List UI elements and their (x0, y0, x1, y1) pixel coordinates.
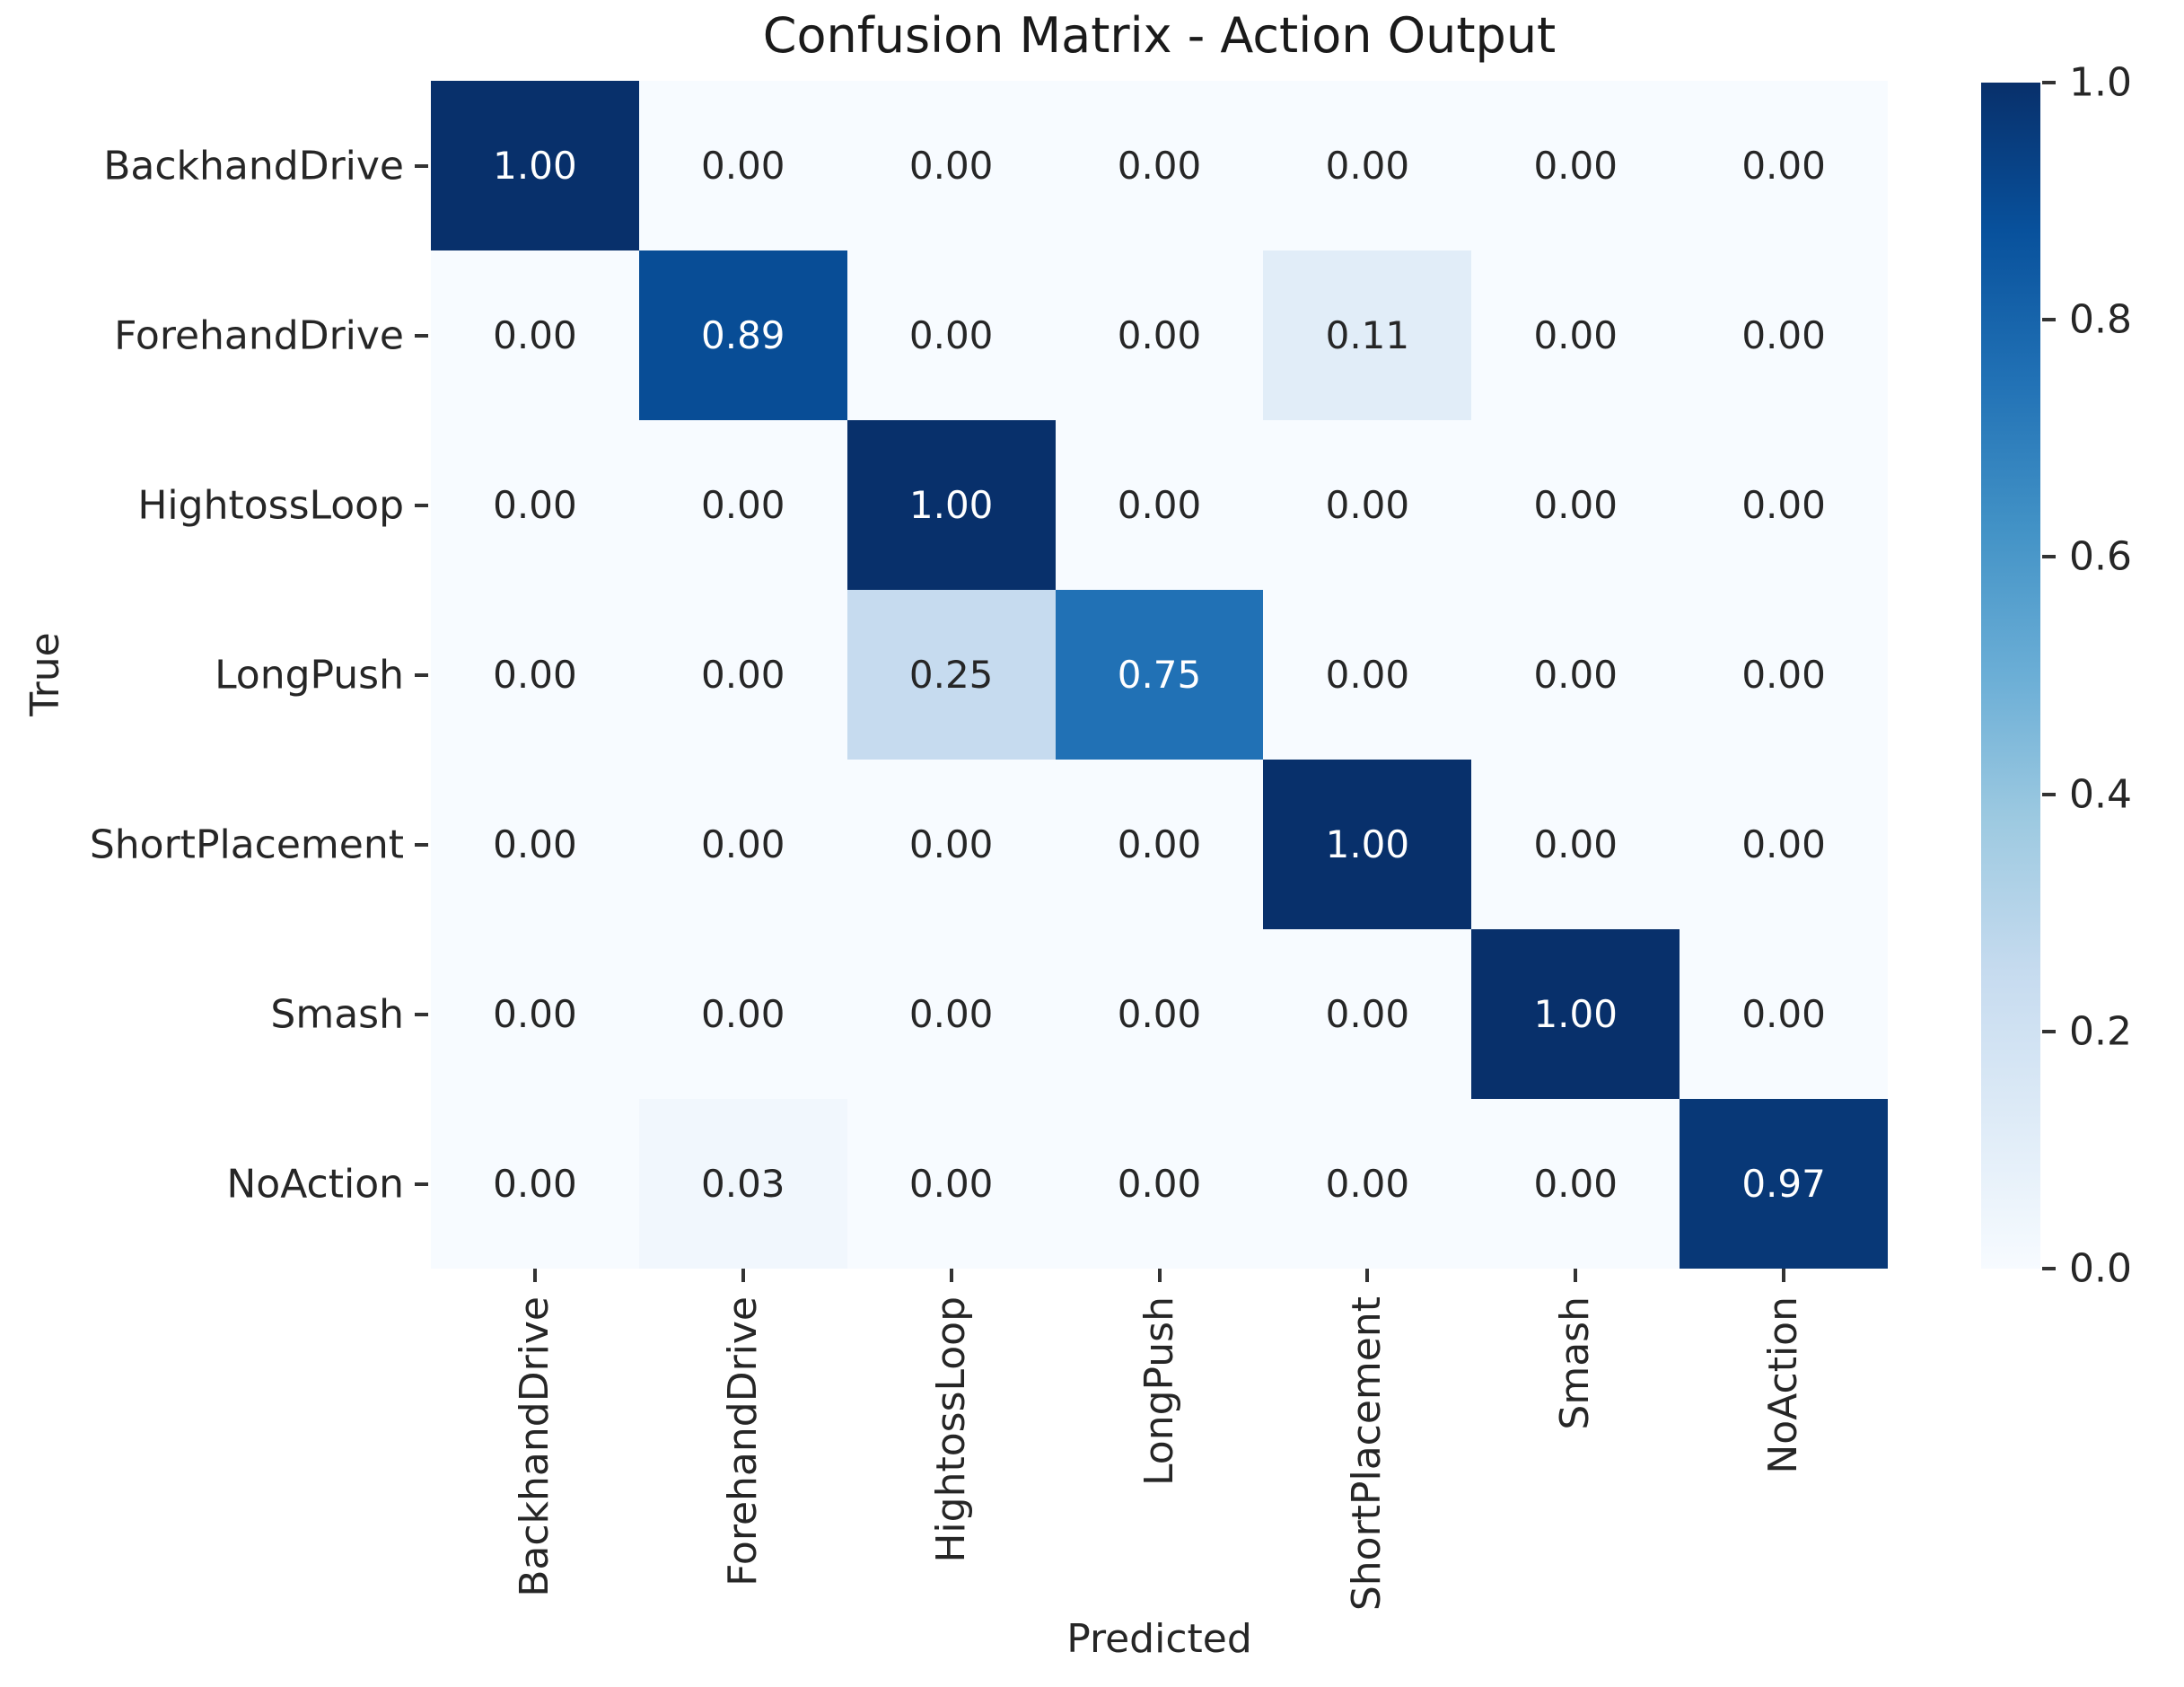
heatmap-cell-ShortPlacement-BackhandDrive: 0.00 (431, 760, 639, 929)
x-tick-label-BackhandDrive: BackhandDrive (511, 1296, 557, 1597)
x-tick-label-ShortPlacement: ShortPlacement (1344, 1296, 1390, 1612)
heatmap-cell-ShortPlacement-LongPush: 0.00 (1055, 760, 1264, 929)
colorbar-tick-mark (2042, 1029, 2056, 1033)
colorbar-tick-mark (2042, 1267, 2056, 1270)
y-tick-label-ShortPlacement: ShortPlacement (89, 822, 404, 867)
heatmap-cell-NoAction-LongPush: 0.00 (1055, 1099, 1264, 1269)
heatmap-cell-NoAction-BackhandDrive: 0.00 (431, 1099, 639, 1269)
x-tick-mark (949, 1269, 953, 1282)
colorbar-tick-mark (2042, 318, 2056, 322)
y-tick-mark (415, 672, 428, 677)
colorbar-tick-mark (2042, 555, 2056, 559)
y-tick-mark (415, 163, 428, 168)
x-tick-label-HightossLoop: HightossLoop (927, 1296, 974, 1563)
y-tick-mark (415, 1012, 428, 1016)
heatmap-cell-HightossLoop-ForehandDrive: 0.00 (638, 420, 847, 590)
colorbar-tick-label-0.0: 0.0 (2069, 1245, 2132, 1292)
x-tick-mark (741, 1269, 745, 1282)
y-tick-label-ForehandDrive: ForehandDrive (114, 312, 404, 358)
heatmap-cell-NoAction-ForehandDrive: 0.03 (638, 1099, 847, 1269)
x-axis-label: Predicted (1066, 1616, 1252, 1662)
x-tick-mark (1782, 1269, 1786, 1282)
heatmap-cell-NoAction-Smash: 0.00 (1471, 1099, 1680, 1269)
colorbar-tick-mark (2042, 81, 2056, 84)
heatmap-cell-BackhandDrive-LongPush: 0.00 (1055, 81, 1264, 250)
heatmap-cell-NoAction-NoAction: 0.97 (1680, 1099, 1888, 1269)
heatmap-cell-ShortPlacement-NoAction: 0.00 (1680, 760, 1888, 929)
heatmap-cell-HightossLoop-ShortPlacement: 0.00 (1263, 420, 1472, 590)
x-tick-label-NoAction: NoAction (1760, 1296, 1807, 1474)
colorbar-tick-label-0.4: 0.4 (2069, 771, 2132, 818)
heatmap-cell-ForehandDrive-BackhandDrive: 0.00 (431, 250, 639, 420)
chart-title: Confusion Matrix - Action Output (762, 7, 1557, 64)
heatmap-cell-LongPush-BackhandDrive: 0.00 (431, 590, 639, 760)
x-tick-mark (532, 1269, 537, 1282)
heatmap-cell-HightossLoop-Smash: 0.00 (1471, 420, 1680, 590)
heatmap-cell-BackhandDrive-HightossLoop: 0.00 (846, 81, 1056, 250)
heatmap-cell-Smash-NoAction: 0.00 (1680, 929, 1888, 1099)
heatmap-cell-ForehandDrive-NoAction: 0.00 (1680, 250, 1888, 420)
y-tick-label-NoAction: NoAction (226, 1161, 404, 1207)
heatmap-cell-ForehandDrive-HightossLoop: 0.00 (846, 250, 1056, 420)
heatmap-cell-Smash-HightossLoop: 0.00 (846, 929, 1056, 1099)
heatmap-cell-HightossLoop-HightossLoop: 1.00 (846, 420, 1056, 590)
heatmap-cell-HightossLoop-BackhandDrive: 0.00 (431, 420, 639, 590)
heatmap-cell-ForehandDrive-LongPush: 0.00 (1055, 250, 1264, 420)
heatmap-cell-LongPush-HightossLoop: 0.25 (846, 590, 1056, 760)
heatmap-cell-BackhandDrive-ForehandDrive: 0.00 (638, 81, 847, 250)
x-tick-mark (1157, 1269, 1162, 1282)
x-tick-mark (1365, 1269, 1370, 1282)
heatmap-cell-BackhandDrive-Smash: 0.00 (1471, 81, 1680, 250)
x-tick-mark (1574, 1269, 1578, 1282)
heatmap-cell-LongPush-Smash: 0.00 (1471, 590, 1680, 760)
heatmap-cell-Smash-BackhandDrive: 0.00 (431, 929, 639, 1099)
y-tick-mark (415, 1182, 428, 1186)
y-tick-label-HightossLoop: HightossLoop (137, 482, 404, 528)
x-tick-label-LongPush: LongPush (1136, 1296, 1182, 1486)
heatmap-cell-BackhandDrive-ShortPlacement: 0.00 (1263, 81, 1472, 250)
x-tick-label-ForehandDrive: ForehandDrive (719, 1296, 766, 1586)
heatmap-cell-LongPush-LongPush: 0.75 (1055, 590, 1264, 760)
y-tick-mark (415, 842, 428, 847)
y-tick-label-LongPush: LongPush (215, 652, 404, 698)
heatmap-cell-Smash-Smash: 1.00 (1471, 929, 1680, 1099)
heatmap-cell-NoAction-HightossLoop: 0.00 (846, 1099, 1056, 1269)
heatmap-cell-ShortPlacement-HightossLoop: 0.00 (846, 760, 1056, 929)
colorbar-tick-label-0.6: 0.6 (2069, 533, 2132, 580)
heatmap-cell-LongPush-ShortPlacement: 0.00 (1263, 590, 1472, 760)
x-tick-label-Smash: Smash (1552, 1296, 1599, 1430)
heatmap-cell-BackhandDrive-NoAction: 0.00 (1680, 81, 1888, 250)
heatmap-cell-HightossLoop-NoAction: 0.00 (1680, 420, 1888, 590)
colorbar-tick-mark (2042, 792, 2056, 796)
heatmap-cell-Smash-ShortPlacement: 0.00 (1263, 929, 1472, 1099)
heatmap-cell-ShortPlacement-ForehandDrive: 0.00 (638, 760, 847, 929)
colorbar-tick-label-1.0: 1.0 (2069, 59, 2132, 106)
heatmap-cell-NoAction-ShortPlacement: 0.00 (1263, 1099, 1472, 1269)
heatmap-cell-Smash-LongPush: 0.00 (1055, 929, 1264, 1099)
heatmap-cell-Smash-ForehandDrive: 0.00 (638, 929, 847, 1099)
colorbar-tick-label-0.8: 0.8 (2069, 296, 2132, 343)
heatmap-grid: 1.00 0.00 0.00 0.00 0.00 0.00 0.00 0.00 0.89 0.00… (431, 81, 1888, 1269)
colorbar-tick-label-0.2: 0.2 (2069, 1008, 2132, 1055)
heatmap-cell-ShortPlacement-Smash: 0.00 (1471, 760, 1680, 929)
heatmap-cell-ForehandDrive-ShortPlacement: 0.11 (1263, 250, 1472, 420)
heatmap-cell-ShortPlacement-ShortPlacement: 1.00 (1263, 760, 1472, 929)
heatmap-cell-BackhandDrive-BackhandDrive: 1.00 (431, 81, 639, 250)
y-tick-label-BackhandDrive: BackhandDrive (103, 143, 404, 189)
y-tick-mark (415, 333, 428, 338)
heatmap-cell-LongPush-NoAction: 0.00 (1680, 590, 1888, 760)
y-tick-mark (415, 503, 428, 507)
heatmap-cell-ForehandDrive-ForehandDrive: 0.89 (638, 250, 847, 420)
y-tick-label-Smash: Smash (270, 991, 404, 1037)
heatmap-cell-HightossLoop-LongPush: 0.00 (1055, 420, 1264, 590)
colorbar-gradient (1981, 83, 2040, 1269)
heatmap-cell-ForehandDrive-Smash: 0.00 (1471, 250, 1680, 420)
heatmap-cell-LongPush-ForehandDrive: 0.00 (638, 590, 847, 760)
y-axis-label: True (22, 632, 68, 716)
